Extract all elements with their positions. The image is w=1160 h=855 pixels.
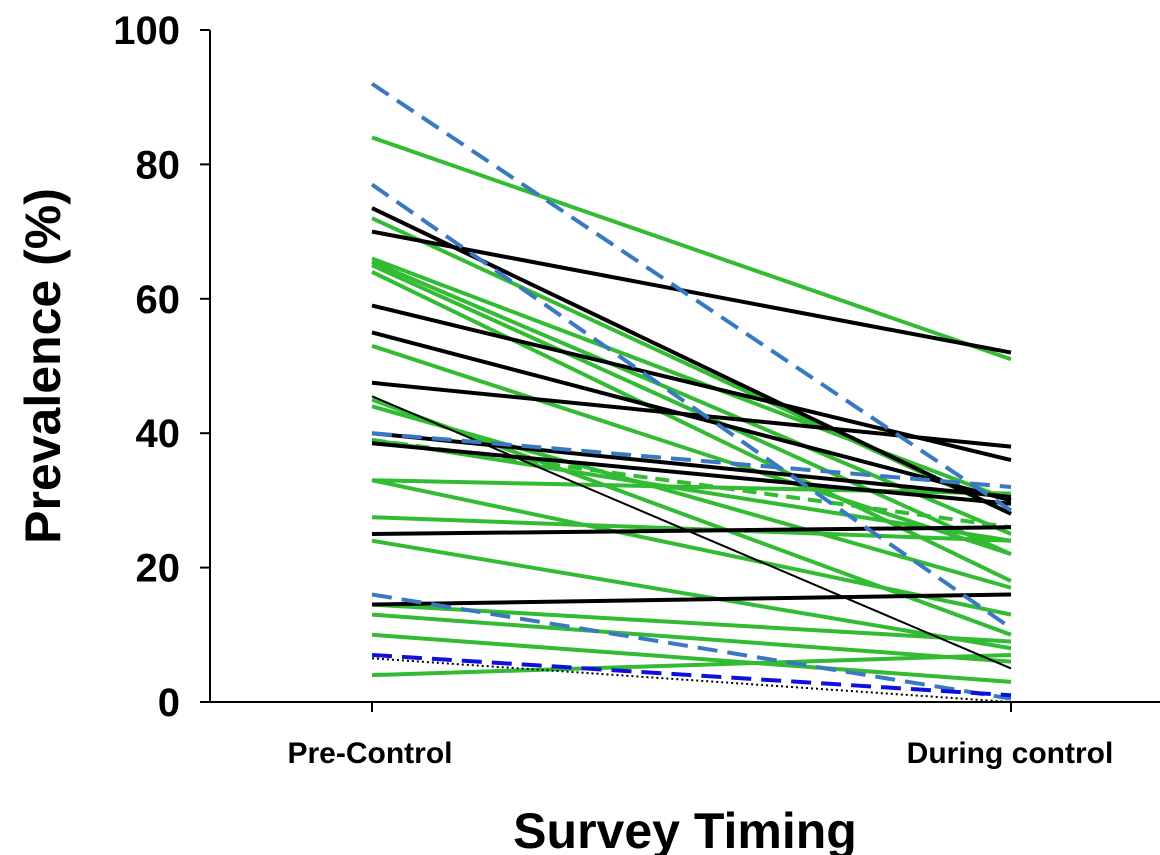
series-line [371,431,1012,489]
y-axis-title: Prevalence (%) [15,188,71,544]
y-tick-label: 0 [158,681,180,725]
series-line [371,592,1012,701]
series-line [371,657,1012,703]
x-categories: Pre-Control During control [288,702,1114,770]
series-line [370,182,1013,630]
y-tick-label: 40 [136,412,181,456]
y-ticks: 0 20 40 60 80 100 [113,9,210,725]
series-line [371,612,1012,664]
y-tick-label: 100 [113,9,180,53]
series-line [371,380,1012,449]
x-category-label: Pre-Control [288,737,453,770]
x-category-label: During control [907,737,1114,770]
series-line [371,437,1012,543]
series-line [371,592,1012,607]
y-tick-label: 20 [136,547,181,591]
series-line [371,404,1012,590]
series-line [371,652,1012,678]
series-line [371,256,1012,503]
series-line [371,343,1012,557]
series-lines [370,82,1013,703]
x-axis-title: Survey Timing [513,803,857,855]
series-line [371,478,1012,617]
series-line [370,82,1013,513]
y-tick-label: 80 [136,143,181,187]
y-tick-label: 60 [136,278,181,322]
series-line [371,437,1012,530]
series-line [371,652,1012,698]
series-line [371,229,1012,355]
series-line [371,206,1012,516]
series-line [371,135,1012,362]
series-line [371,441,1012,506]
series-line [371,525,1012,536]
series-line [371,478,1012,496]
series-line [371,263,1012,556]
series-line [371,538,1012,651]
series-line [371,632,1012,684]
series-line [371,259,1012,536]
